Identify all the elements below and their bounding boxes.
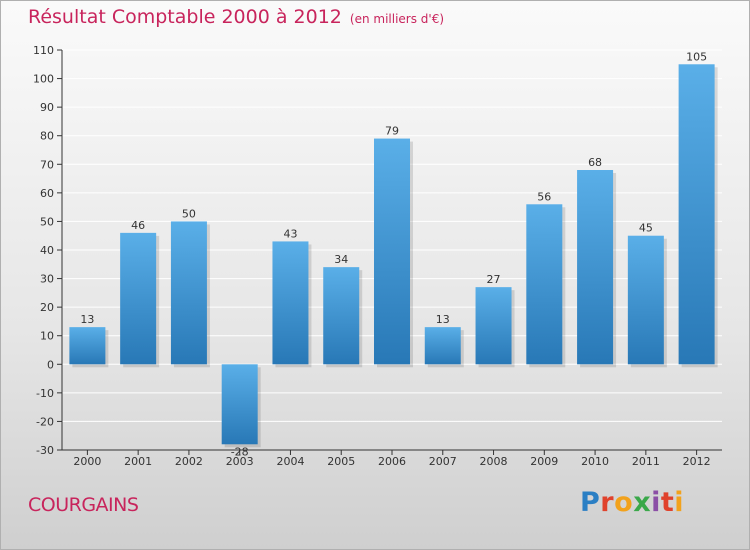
bar bbox=[323, 267, 360, 365]
bar-value-label: 43 bbox=[283, 227, 297, 240]
bar bbox=[627, 235, 664, 365]
bar-group-2005 bbox=[323, 267, 363, 368]
y-tick-label: -10 bbox=[36, 387, 54, 400]
x-tick-label: 2007 bbox=[429, 455, 457, 468]
logo-letter: r bbox=[600, 487, 615, 518]
y-tick-label: 0 bbox=[47, 358, 54, 371]
bar bbox=[272, 241, 309, 365]
y-tick-label: 80 bbox=[40, 130, 54, 143]
bar-group-2000 bbox=[69, 327, 109, 368]
bar bbox=[374, 138, 410, 365]
bar bbox=[526, 204, 563, 365]
logo-letter: x bbox=[633, 487, 652, 518]
bar-value-label: 27 bbox=[487, 273, 501, 286]
bar-value-label: 68 bbox=[588, 156, 602, 169]
bar bbox=[120, 232, 157, 365]
y-tick-label: -20 bbox=[36, 415, 54, 428]
bar-group-2011 bbox=[627, 235, 667, 368]
bar bbox=[678, 64, 715, 365]
bar-value-label: 105 bbox=[686, 50, 707, 63]
x-tick-label: 2009 bbox=[530, 455, 558, 468]
y-tick-label: 50 bbox=[40, 215, 54, 228]
bar bbox=[69, 327, 106, 365]
bar-value-label: 34 bbox=[334, 253, 348, 266]
bar bbox=[475, 287, 512, 365]
bar-group-2001 bbox=[120, 232, 160, 368]
x-tick-label: 2012 bbox=[683, 455, 711, 468]
x-tick-label: 2011 bbox=[632, 455, 660, 468]
bar-value-label: 13 bbox=[80, 313, 94, 326]
y-tick-label: 20 bbox=[40, 301, 54, 314]
proxiti-logo: Proxiti bbox=[580, 487, 684, 518]
bar-group-2010 bbox=[577, 170, 617, 368]
logo-letter: i bbox=[674, 487, 685, 518]
x-tick-label: 2006 bbox=[378, 455, 406, 468]
x-tick-label: 2004 bbox=[276, 455, 304, 468]
x-tick-label: 2001 bbox=[124, 455, 152, 468]
bar bbox=[577, 170, 614, 365]
title-text: Résultat Comptable 2000 à 2012 bbox=[28, 6, 342, 28]
x-tick-label: 2002 bbox=[175, 455, 203, 468]
x-tick-label: 2008 bbox=[480, 455, 508, 468]
title-unit: (en milliers d'€) bbox=[349, 12, 445, 26]
bar-value-label: 56 bbox=[537, 190, 551, 203]
logo-letter: o bbox=[614, 487, 634, 518]
y-tick-label: 30 bbox=[40, 273, 54, 286]
y-tick-label: 90 bbox=[40, 101, 54, 114]
logo-letter: i bbox=[651, 487, 661, 518]
x-tick-label: 2003 bbox=[226, 455, 254, 468]
bar-group-2003 bbox=[221, 364, 261, 448]
bar-group-2012 bbox=[678, 64, 718, 368]
y-tick-label: 40 bbox=[40, 244, 54, 257]
bar-group-2002 bbox=[170, 221, 210, 368]
y-tick-label: 100 bbox=[33, 73, 54, 86]
y-tick-label: 60 bbox=[40, 187, 54, 200]
bar-value-label: 46 bbox=[131, 219, 145, 232]
y-tick-label: 10 bbox=[40, 330, 54, 343]
y-tick-label: -30 bbox=[36, 444, 54, 457]
bar-value-label: 50 bbox=[182, 207, 196, 220]
logo-letter: t bbox=[660, 487, 675, 518]
y-tick-label: 70 bbox=[40, 158, 54, 171]
bar-group-2006 bbox=[374, 138, 413, 368]
chart-title: Résultat Comptable 2000 à 2012 (en millie… bbox=[28, 6, 444, 28]
y-tick-label: 110 bbox=[33, 44, 54, 57]
bar bbox=[170, 221, 207, 365]
x-tick-label: 2000 bbox=[73, 455, 101, 468]
bar-value-label: 45 bbox=[639, 222, 653, 235]
logo-letter: P bbox=[580, 487, 601, 518]
x-tick-label: 2005 bbox=[327, 455, 355, 468]
bar-group-2009 bbox=[526, 204, 566, 368]
bar-group-2008 bbox=[475, 287, 515, 368]
bar-value-label: 79 bbox=[385, 125, 399, 138]
bar-group-2004 bbox=[272, 241, 312, 368]
bar-value-label: 13 bbox=[436, 313, 450, 326]
bar-group-2007 bbox=[424, 327, 464, 368]
x-tick-label: 2010 bbox=[581, 455, 609, 468]
commune-name: COURGAINS bbox=[28, 494, 139, 516]
bar bbox=[424, 327, 461, 365]
bar bbox=[221, 364, 258, 445]
